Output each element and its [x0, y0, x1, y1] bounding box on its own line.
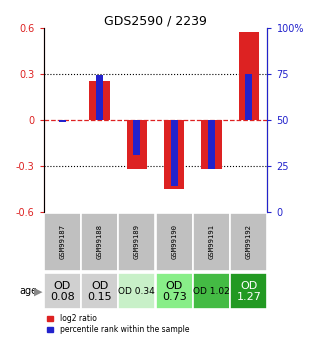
FancyBboxPatch shape [156, 213, 193, 271]
Legend: log2 ratio, percentile rank within the sample: log2 ratio, percentile rank within the s… [47, 314, 189, 334]
FancyBboxPatch shape [44, 213, 81, 271]
Text: GSM99192: GSM99192 [246, 225, 252, 259]
Bar [59, 120, 66, 121]
FancyBboxPatch shape [81, 273, 118, 309]
Bar [171, 120, 178, 186]
Bar [89, 81, 110, 120]
FancyBboxPatch shape [193, 273, 230, 309]
Text: OD
0.15: OD 0.15 [87, 281, 112, 302]
FancyBboxPatch shape [193, 213, 230, 271]
FancyBboxPatch shape [44, 273, 81, 309]
Bar [245, 73, 252, 120]
Text: OD
0.08: OD 0.08 [50, 281, 75, 302]
Text: OD
0.73: OD 0.73 [162, 281, 187, 302]
Text: OD 1.02: OD 1.02 [193, 287, 230, 296]
FancyBboxPatch shape [230, 213, 267, 271]
FancyBboxPatch shape [230, 273, 267, 309]
Text: GSM99188: GSM99188 [96, 225, 103, 259]
FancyBboxPatch shape [156, 273, 193, 309]
Text: GSM99191: GSM99191 [208, 225, 215, 259]
FancyBboxPatch shape [118, 273, 155, 309]
Bar [133, 120, 140, 155]
Text: GSM99190: GSM99190 [171, 225, 177, 259]
Text: GSM99189: GSM99189 [134, 225, 140, 259]
Bar [208, 120, 215, 169]
Bar [164, 120, 184, 189]
Bar [96, 76, 103, 120]
Text: OD 0.34: OD 0.34 [118, 287, 155, 296]
Bar [201, 120, 222, 169]
Text: OD
1.27: OD 1.27 [236, 281, 261, 302]
Title: GDS2590 / 2239: GDS2590 / 2239 [104, 14, 207, 28]
Bar [239, 32, 259, 120]
Bar [127, 120, 147, 169]
Text: ▶: ▶ [34, 286, 43, 296]
FancyBboxPatch shape [118, 213, 155, 271]
FancyBboxPatch shape [81, 213, 118, 271]
Text: age: age [20, 286, 38, 296]
Text: GSM99187: GSM99187 [59, 225, 65, 259]
